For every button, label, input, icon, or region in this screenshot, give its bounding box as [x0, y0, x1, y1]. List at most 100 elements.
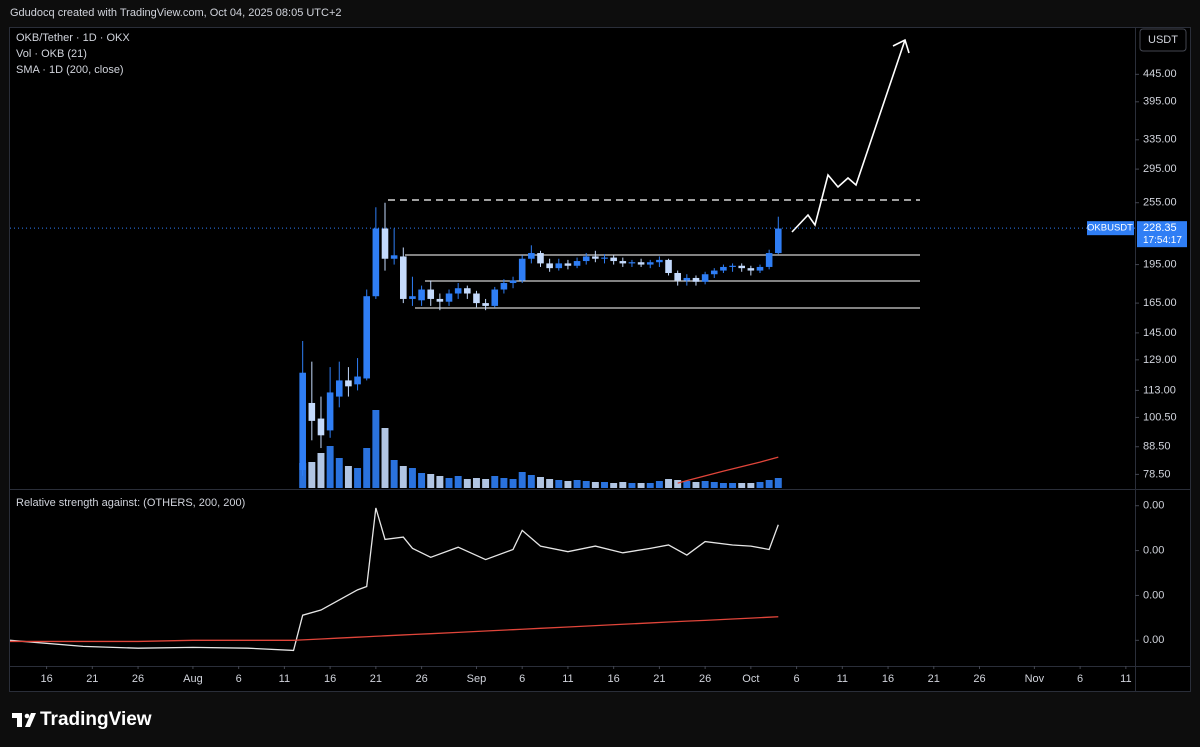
rs-y-tick-label: 0.00: [1143, 634, 1164, 646]
x-tick-label: 11: [1120, 673, 1131, 685]
volume-bar: [372, 410, 380, 488]
candle-body: [610, 257, 617, 262]
candle-body: [582, 256, 590, 262]
volume-bar: [363, 448, 371, 488]
candle-body: [372, 228, 380, 297]
candle-body: [692, 277, 700, 282]
volume-bar: [628, 483, 636, 488]
candle-body: [299, 372, 306, 471]
y-tick-label: 78.50: [1143, 468, 1171, 480]
candle-body: [445, 293, 453, 302]
candle-body: [335, 380, 343, 397]
candle-body: [619, 261, 627, 264]
x-tick-label: 16: [324, 673, 336, 685]
candle-body: [363, 296, 370, 379]
volume-bar: [472, 478, 480, 488]
volume-bar: [683, 481, 691, 488]
volume-bar: [390, 460, 398, 488]
volume-bar: [619, 482, 627, 488]
candle-body: [710, 270, 718, 275]
candle-body: [528, 253, 535, 259]
volume-bar: [665, 479, 673, 488]
volume-bar: [710, 482, 718, 488]
volume-bar: [747, 483, 755, 488]
volume-bar: [399, 466, 407, 488]
candle-body: [491, 289, 499, 306]
volume-bar: [308, 462, 316, 488]
candle-body: [601, 257, 608, 259]
volume-bar: [445, 478, 453, 488]
y-tick-label: 145.00: [1143, 327, 1177, 339]
volume-bar: [637, 483, 645, 488]
volume-bar: [601, 482, 608, 488]
x-tick-label: 26: [973, 673, 985, 685]
candle-body: [537, 253, 544, 264]
x-tick-label: 26: [699, 673, 711, 685]
volume-bar: [564, 481, 572, 488]
candle-body: [464, 288, 471, 294]
logo-dot: [24, 713, 30, 719]
candle-body: [518, 258, 526, 281]
candle-body: [409, 296, 416, 299]
candle-body: [482, 303, 489, 306]
y-tick-label: 100.50: [1143, 411, 1177, 423]
volume-bar: [427, 474, 435, 488]
candle-body: [500, 283, 508, 290]
x-tick-label: 6: [519, 673, 525, 685]
currency-label[interactable]: USDT: [1148, 34, 1178, 46]
candle-body: [665, 259, 672, 274]
rs-line: [9, 507, 779, 652]
x-tick-label: Oct: [742, 673, 759, 685]
x-tick-label: Nov: [1025, 673, 1045, 685]
volume-bar: [335, 458, 343, 488]
volume-bar: [573, 480, 581, 488]
volume-bar: [500, 478, 508, 488]
volume-bar: [674, 480, 682, 488]
volume-bar: [546, 479, 554, 488]
candle-body: [354, 376, 361, 385]
candle-body: [308, 402, 316, 421]
volume-bar: [719, 483, 727, 488]
volume-bar: [527, 475, 535, 488]
candle-body: [390, 255, 398, 259]
volume-bar: [509, 479, 517, 488]
volume-bar: [463, 479, 471, 488]
volume-bar: [610, 483, 618, 488]
volume-bar: [537, 477, 544, 488]
chart-frame: [9, 27, 1191, 692]
volume-bar: [646, 483, 654, 488]
candle-body: [738, 265, 745, 269]
candle-body: [400, 256, 407, 299]
logo-icon: [12, 713, 36, 727]
y-tick-label: 165.00: [1143, 297, 1177, 309]
x-tick-label: 6: [794, 673, 800, 685]
countdown-label: 17:54:17: [1143, 235, 1182, 246]
header-text: Gdudocq created with TradingView.com, Oc…: [10, 7, 342, 19]
candle-body: [427, 289, 435, 299]
volume-bar: [381, 428, 389, 488]
symbol-label: OKBUSDT: [1087, 223, 1133, 234]
x-tick-label: 11: [562, 673, 573, 685]
tradingview-logo: [12, 713, 36, 727]
last-price-box: [1137, 221, 1187, 248]
x-tick-label: Sep: [467, 673, 487, 685]
y-tick-label: 395.00: [1143, 96, 1177, 108]
drawings: [388, 38, 920, 309]
volume-bar: [454, 476, 462, 488]
candle-body: [555, 263, 563, 269]
candle-body: [592, 256, 599, 259]
candle-body: [473, 293, 480, 304]
candle-body: [775, 228, 782, 254]
currency-button[interactable]: [1139, 28, 1187, 52]
candle-body: [637, 262, 645, 265]
volume-bar: [317, 453, 325, 488]
last-price-label: 228.35: [1143, 222, 1177, 234]
volume-bar: [418, 473, 426, 488]
volume-bar: [591, 482, 599, 488]
volume-bar: [729, 483, 737, 488]
x-tick-label: 6: [236, 673, 242, 685]
candle-body: [564, 263, 572, 266]
x-tick-label: 16: [40, 673, 52, 685]
candle-body: [509, 280, 517, 284]
